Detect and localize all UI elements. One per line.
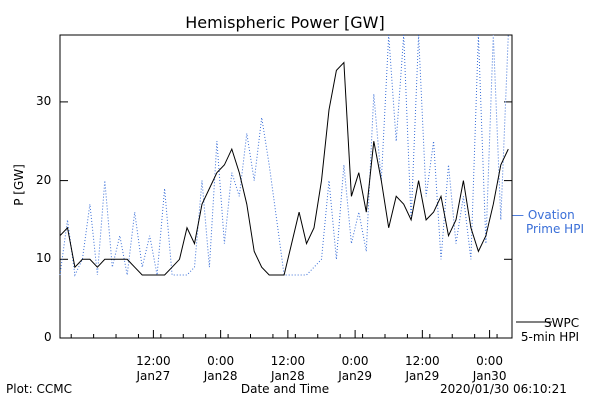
x-axis-ticks	[70, 330, 498, 338]
x-tick-date: Jan28	[270, 369, 305, 383]
ovation-prime-series-line	[59, 34, 509, 277]
legend-ovation-line: — Ovation	[512, 208, 575, 222]
x-tick-label: 12:00 Jan28	[258, 354, 318, 384]
legend-swpc: SWPC 5-min HPI	[514, 316, 579, 344]
plot-frame	[59, 34, 513, 339]
x-tick-date: Jan29	[338, 369, 372, 383]
x-tick-date: Jan27	[136, 369, 171, 383]
y-axis-label: P [GW]	[11, 164, 26, 206]
y-tick-label: 0	[44, 330, 52, 344]
x-tick-time: 12:00	[270, 354, 306, 368]
x-axis-label: Date and Time	[240, 382, 330, 396]
x-tick-label: 0:00 Jan30	[460, 354, 520, 384]
y-tick-label: 30	[36, 93, 52, 108]
chart-title: Hemispheric Power [GW]	[185, 13, 385, 32]
x-tick-date: Jan29	[405, 369, 440, 383]
legend-swpc-line-text: SWPC	[544, 316, 580, 330]
footer-timestamp: 2020/01/30 06:10:21	[440, 382, 567, 396]
legend-swpc-line-text: 5-min HPI	[520, 330, 580, 344]
x-tick-time: 0:00	[341, 354, 369, 368]
y-axis-ticks	[60, 101, 512, 339]
y-tick-label: 20	[36, 172, 52, 187]
footer-plot-credit: Plot: CCMC	[6, 382, 72, 396]
x-tick-time: 12:00	[405, 354, 440, 368]
x-tick-date: Jan30	[472, 369, 507, 383]
x-tick-date: Jan28	[203, 369, 238, 383]
x-tick-time: 12:00	[136, 354, 171, 368]
x-tick-label: 12:00 Jan27	[123, 354, 183, 384]
swpc-series-line	[59, 61, 509, 276]
series-layer	[59, 34, 509, 277]
y-tick-label: 10	[36, 251, 52, 266]
x-tick-time: 0:00	[207, 354, 235, 368]
x-tick-label: 12:00 Jan29	[392, 354, 452, 384]
x-tick-time: 0:00	[476, 354, 504, 368]
legend-ovation-prime: — Ovation Prime HPI	[512, 208, 584, 236]
x-tick-label: 0:00 Jan28	[191, 354, 251, 384]
x-tick-label: 0:00 Jan29	[325, 354, 385, 384]
legend-ovation-line: Prime HPI	[526, 222, 584, 236]
